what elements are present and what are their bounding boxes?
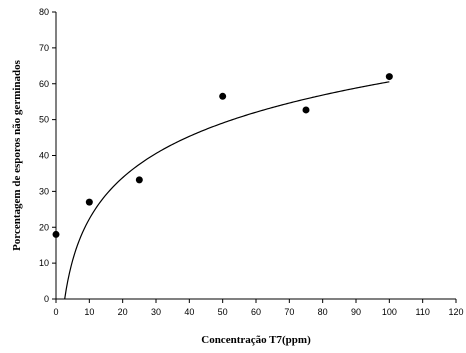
x-tick-label: 120	[448, 307, 463, 317]
y-tick-label: 20	[39, 222, 49, 232]
x-tick-label: 90	[351, 307, 361, 317]
y-axis-ticks: 0 10 20 30 40 50 60 70 80	[39, 7, 56, 304]
y-tick-label: 0	[44, 294, 49, 304]
y-tick-label: 80	[39, 7, 49, 17]
x-tick-label: 0	[53, 307, 58, 317]
data-point	[302, 106, 310, 114]
x-tick-label: 80	[318, 307, 328, 317]
y-tick-label: 60	[39, 79, 49, 89]
x-tick-label: 110	[415, 307, 429, 317]
x-tick-label: 20	[118, 307, 128, 317]
trendline	[64, 81, 390, 300]
y-tick-label: 10	[39, 258, 49, 268]
data-points	[52, 73, 393, 238]
x-tick-label: 100	[382, 307, 397, 317]
y-tick-label: 50	[39, 115, 49, 125]
data-point	[52, 230, 60, 238]
x-tick-label: 40	[184, 307, 194, 317]
y-axis-label: Porcentagem de esporos não germinados	[11, 59, 23, 251]
data-point	[219, 92, 227, 100]
x-axis-label: Concentração T7(ppm)	[201, 334, 311, 346]
x-tick-label: 50	[218, 307, 228, 317]
axes	[55, 12, 456, 300]
x-tick-label: 10	[84, 307, 94, 317]
x-tick-label: 60	[251, 307, 261, 317]
x-tick-label: 30	[151, 307, 161, 317]
x-axis-ticks: 0 10 20 30 40 50 60 70 80 90 100 110 120	[53, 299, 464, 317]
data-point	[85, 198, 93, 206]
data-point	[385, 73, 393, 81]
y-tick-label: 40	[39, 151, 49, 161]
y-tick-label: 30	[39, 186, 49, 196]
y-tick-label: 70	[39, 43, 49, 53]
x-tick-label: 70	[284, 307, 294, 317]
data-point	[135, 176, 143, 184]
